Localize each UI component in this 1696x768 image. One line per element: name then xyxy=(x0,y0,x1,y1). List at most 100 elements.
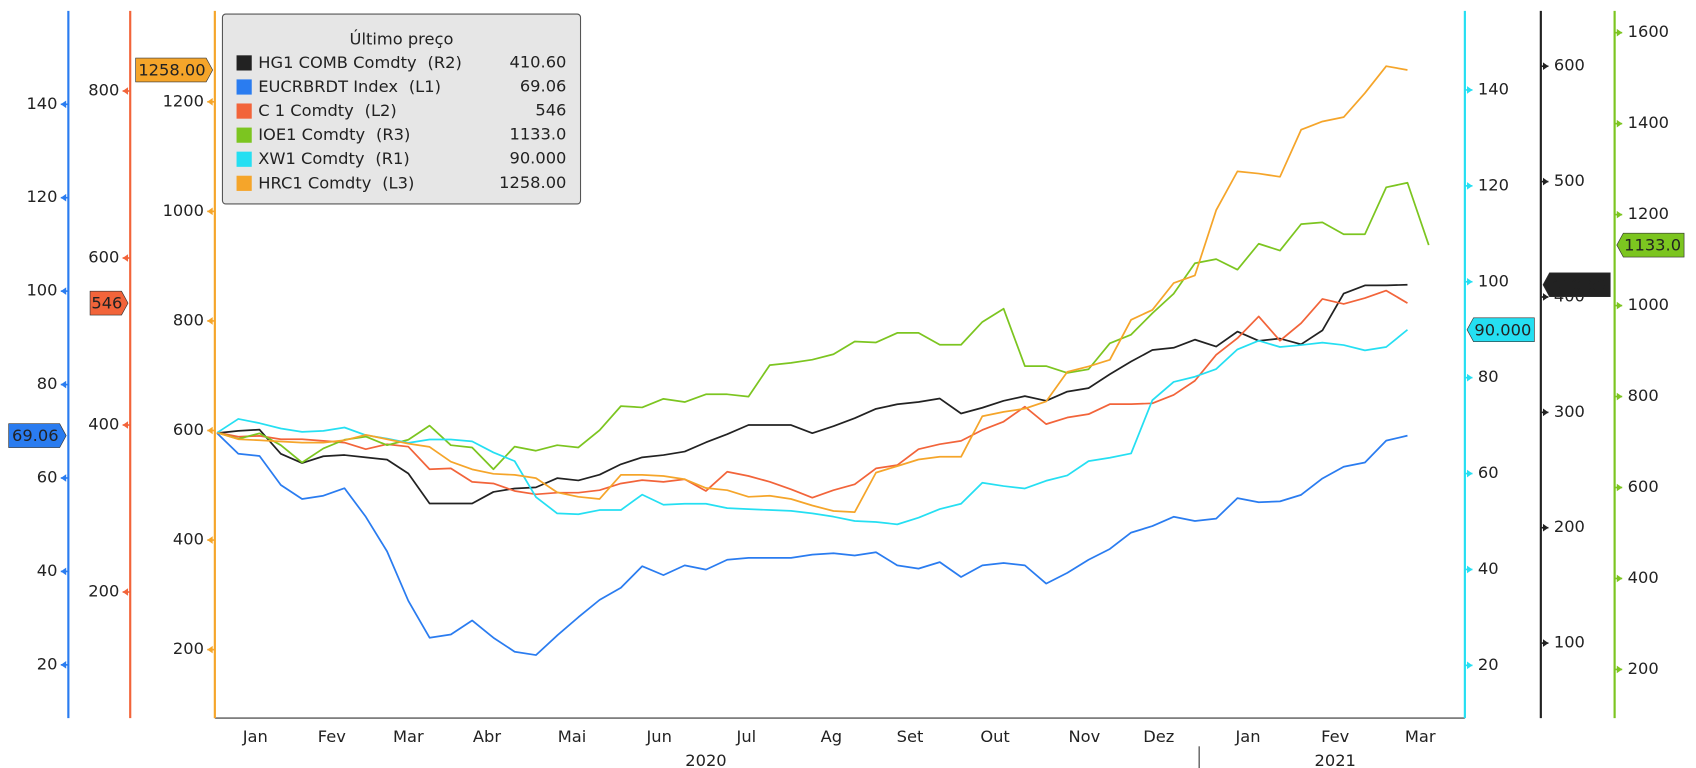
series-line xyxy=(216,432,1408,656)
y-tick-label: 120 xyxy=(26,187,57,206)
y-tick-arrow xyxy=(122,588,129,596)
x-tick-label: Ag xyxy=(821,727,842,746)
legend: Último preço HG1 COMB Comdty (R2) 410.60 EU… xyxy=(221,13,582,205)
tag-label: 546 xyxy=(91,294,122,313)
y-tick-arrow xyxy=(60,474,67,482)
legend-last-price: 69.06 xyxy=(520,76,567,95)
plot-area: Jan Fev Mar Abr Mai Jun Jul Ag Set Out Nov Dez Jan Fe… xyxy=(8,10,1685,768)
y-tick-arrow xyxy=(122,87,129,95)
series-line xyxy=(216,289,1408,499)
legend-axis: (L2) xyxy=(365,101,397,120)
y-tick-label: 1600 xyxy=(1628,22,1669,41)
y-tick-arrow xyxy=(207,317,213,325)
y-tick-arrow xyxy=(1543,408,1549,417)
y-tick-label: 100 xyxy=(1478,271,1509,290)
y-tick-label: 40 xyxy=(37,561,58,580)
y-tick-arrow xyxy=(1467,86,1473,94)
tag-shape xyxy=(8,423,67,448)
tag-label: 1133.0 xyxy=(1624,236,1681,255)
y-tick-label: 1000 xyxy=(1628,295,1669,314)
tag-shape xyxy=(1542,272,1611,298)
legend-axis: (R1) xyxy=(375,149,409,168)
last-price-tag: 1133.0 xyxy=(1616,232,1685,258)
x-group-label: 2020 xyxy=(685,751,726,768)
legend-name: IOE1 Comdty xyxy=(258,125,365,144)
tag-label: 90.000 xyxy=(1474,320,1531,339)
y-tick-label: 200 xyxy=(173,639,204,658)
y-tick-arrow xyxy=(1616,483,1623,492)
y-tick-arrow xyxy=(1467,469,1473,478)
y-tick-label: 100 xyxy=(1554,633,1585,652)
y-tick-label: 600 xyxy=(88,248,119,267)
legend-swatch xyxy=(236,55,252,71)
y-tick-arrow xyxy=(207,207,213,216)
legend-last-price: 1133.0 xyxy=(509,125,566,144)
x-tick-label: Abr xyxy=(473,727,501,746)
y-tick-label: 80 xyxy=(37,374,58,393)
y-tick-label: 400 xyxy=(173,530,204,549)
y-tick-arrow xyxy=(207,645,213,654)
y-tick-label: 1400 xyxy=(1628,113,1669,132)
y-tick-arrow xyxy=(207,426,213,435)
y-tick-arrow xyxy=(207,536,213,544)
x-tick-label: Jun xyxy=(645,727,671,746)
legend-swatch xyxy=(236,175,252,191)
y-tick-arrow xyxy=(1467,565,1473,574)
y-tick-label: 40 xyxy=(1478,559,1499,578)
y-tick-arrow xyxy=(60,567,67,576)
y-tick-arrow xyxy=(60,661,67,669)
y-tick-arrow xyxy=(1616,28,1623,37)
x-tick-label: Out xyxy=(980,727,1010,746)
y-tick-arrow xyxy=(122,254,129,262)
x-tick-label: Jul xyxy=(736,727,757,746)
legend-name: HRC1 Comdty xyxy=(258,173,371,192)
y-tick-arrow xyxy=(1467,373,1473,382)
tag-shape xyxy=(1616,232,1685,258)
legend-label: HRC1 Comdty (L3) xyxy=(258,173,414,192)
x-tick-label: Mar xyxy=(393,727,424,746)
y-tick-arrow xyxy=(1543,639,1549,647)
tag-shape xyxy=(135,57,214,83)
y-tick-label: 60 xyxy=(37,467,58,486)
y-tick-arrow xyxy=(60,287,67,295)
series-line xyxy=(216,65,1408,513)
legend-last-price: 546 xyxy=(535,101,566,120)
y-tick-label: 120 xyxy=(1478,175,1509,194)
y-tick-arrow xyxy=(1543,293,1549,301)
y-tick-arrow xyxy=(1543,62,1549,71)
y-tick-arrow xyxy=(60,100,67,109)
legend-swatch xyxy=(236,127,252,143)
y-tick-arrow xyxy=(1543,177,1549,186)
x-tick-label: Mai xyxy=(558,727,587,746)
legend-swatch xyxy=(236,103,252,119)
tag-label: 69.06 xyxy=(12,426,59,445)
y-tick-arrow xyxy=(122,421,129,429)
y-tick-arrow xyxy=(1616,301,1623,310)
last-price-tag: 69.06 xyxy=(8,423,67,448)
legend-name: HG1 COMB Comdty xyxy=(258,52,417,71)
y-tick-label: 60 xyxy=(1478,463,1499,482)
y-tick-arrow xyxy=(1543,523,1549,532)
y-tick-label: 400 xyxy=(1628,568,1659,587)
x-tick-label: Mar xyxy=(1405,727,1436,746)
y-tick-label: 20 xyxy=(1478,655,1499,674)
y-tick-label: 1200 xyxy=(163,91,204,110)
x-group-label: 2021 xyxy=(1314,751,1355,768)
legend-name: EUCRBRDT Index xyxy=(258,76,398,95)
y-tick-arrow xyxy=(207,97,213,106)
legend-name: XW1 Comdty xyxy=(258,149,365,168)
legend-label: XW1 Comdty (R1) xyxy=(258,149,409,168)
legend-label: EUCRBRDT Index (L1) xyxy=(258,76,441,95)
y-tick-arrow xyxy=(1616,119,1623,128)
y-tick-label: 500 xyxy=(1554,171,1585,190)
legend-axis: (L1) xyxy=(409,76,441,95)
tag-shape xyxy=(89,290,129,316)
y-tick-arrow xyxy=(1616,574,1623,583)
legend-title: Último preço xyxy=(350,30,454,49)
x-tick-label: Dez xyxy=(1143,727,1174,746)
series-line xyxy=(216,283,1408,505)
legend-label: HG1 COMB Comdty (R2) xyxy=(258,52,462,71)
y-tick-label: 80 xyxy=(1478,367,1499,386)
